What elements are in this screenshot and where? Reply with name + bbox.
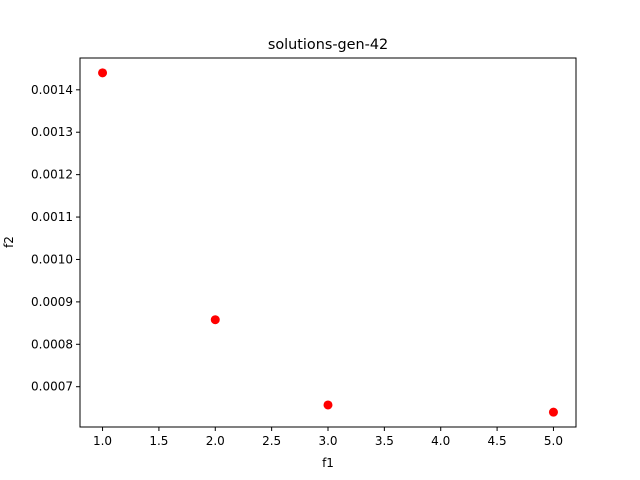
data-point-0 (98, 68, 108, 78)
x-tick-label: 5.0 (544, 434, 563, 448)
data-point-2 (323, 400, 333, 410)
plot-area (80, 58, 576, 427)
x-axis-ticks: 1.0 1.5 2.0 2.5 3.0 3.5 4.0 4.5 5.0 (93, 427, 563, 448)
y-tick-label: 0.0014 (31, 83, 73, 97)
x-tick-label: 1.5 (149, 434, 168, 448)
plot-background (80, 58, 576, 427)
y-tick-label: 0.0009 (31, 295, 73, 309)
x-tick-label: 4.5 (488, 434, 507, 448)
data-point-3 (548, 407, 558, 417)
data-point-1 (210, 315, 220, 325)
x-axis-label: f1 (322, 456, 334, 470)
x-tick-label: 4.0 (431, 434, 450, 448)
y-tick-label: 0.0008 (31, 337, 73, 351)
y-axis-label: f2 (2, 236, 16, 248)
y-tick-label: 0.0011 (31, 210, 73, 224)
x-tick-label: 2.0 (206, 434, 225, 448)
y-tick-label: 0.0010 (31, 252, 73, 266)
x-tick-label: 3.5 (375, 434, 394, 448)
y-tick-label: 0.0007 (31, 380, 73, 394)
plot-frame (79, 57, 577, 428)
y-axis-ticks: 0.0007 0.0008 0.0009 0.0010 0.0011 0.0012 0.00… (31, 83, 80, 394)
chart-title: solutions-gen-42 (268, 37, 388, 53)
data-points (98, 68, 558, 417)
x-tick-label: 1.0 (93, 434, 112, 448)
y-tick-label: 0.0012 (31, 168, 73, 182)
x-tick-label: 2.5 (262, 434, 281, 448)
y-tick-label: 0.0013 (31, 125, 73, 139)
x-tick-label: 3.0 (318, 434, 337, 448)
